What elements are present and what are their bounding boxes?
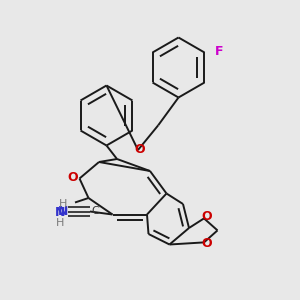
- Text: H: H: [56, 218, 64, 228]
- Text: O: O: [202, 210, 212, 224]
- Text: O: O: [202, 237, 212, 250]
- Text: F: F: [215, 45, 224, 58]
- Text: H: H: [59, 199, 67, 209]
- Text: O: O: [68, 171, 78, 184]
- Text: N: N: [55, 206, 65, 220]
- Text: C: C: [92, 206, 99, 217]
- Text: O: O: [134, 143, 145, 156]
- Text: N: N: [58, 205, 68, 218]
